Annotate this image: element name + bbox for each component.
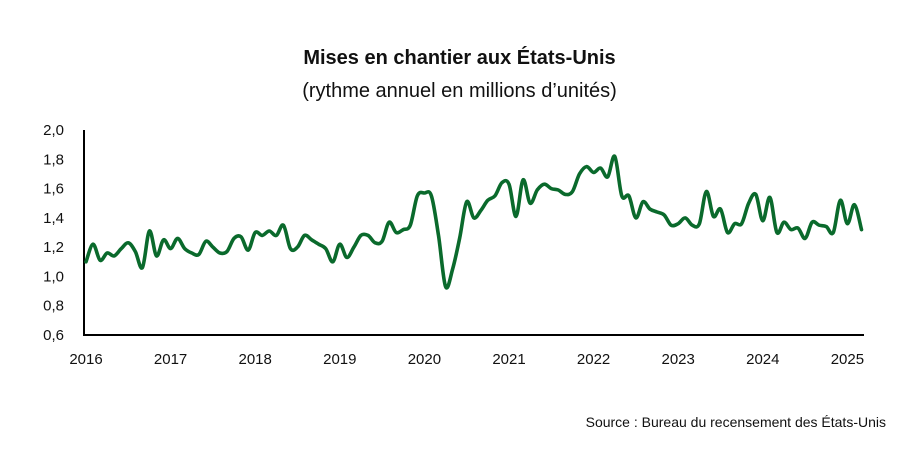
x-tick-label: 2022 <box>577 351 610 368</box>
x-tick-label: 2019 <box>323 351 356 368</box>
y-tick-label: 1,0 <box>43 268 64 285</box>
chart-subtitle: (rythme annuel en millions d’unités) <box>302 80 617 102</box>
y-tick-label: 1,2 <box>43 239 64 256</box>
y-tick-label: 1,8 <box>43 151 64 168</box>
chart-title: Mises en chantier aux États-Unis <box>303 47 616 69</box>
x-tick-label: 2024 <box>746 351 779 368</box>
y-tick-label: 0,6 <box>43 327 64 344</box>
x-tick-label: 2025 <box>831 351 864 368</box>
x-tick-label: 2016 <box>69 351 102 368</box>
x-tick-label: 2017 <box>154 351 187 368</box>
x-tick-label: 2021 <box>492 351 525 368</box>
y-tick-label: 2,0 <box>43 122 64 139</box>
x-tick-label: 2020 <box>408 351 441 368</box>
y-tick-label: 1,4 <box>43 210 64 227</box>
source-note: Source : Bureau du recensement des États… <box>585 414 886 430</box>
series-line-housing-starts <box>84 154 864 290</box>
y-tick-label: 0,8 <box>43 298 64 315</box>
x-tick-label: 2018 <box>239 351 272 368</box>
y-tick-label: 1,6 <box>43 181 64 198</box>
x-tick-label: 2023 <box>662 351 695 368</box>
